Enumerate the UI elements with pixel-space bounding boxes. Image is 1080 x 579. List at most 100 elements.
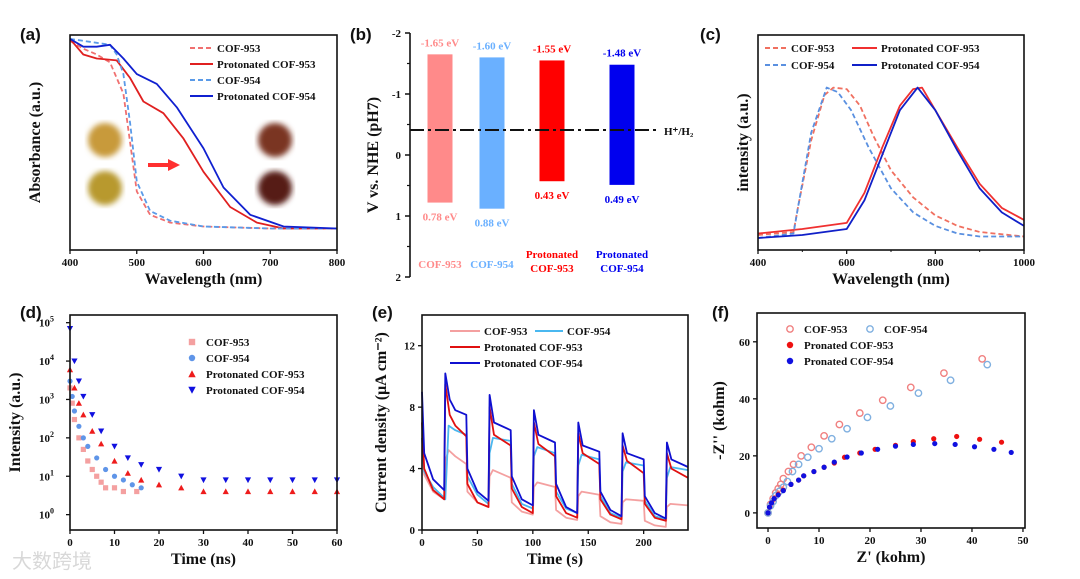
data-point-triangle-up (289, 488, 296, 495)
data-point-triangle-up (267, 488, 274, 495)
x-tick-label: 800 (927, 257, 944, 269)
x-tick-label: 50 (472, 537, 484, 549)
tick-exponent: 0 (50, 507, 54, 516)
data-point-square (111, 485, 118, 491)
series-markers (66, 366, 341, 495)
tick-base: 10 (39, 394, 51, 406)
y-tick-label: 1 (396, 211, 402, 223)
tick-exponent: 2 (50, 430, 54, 439)
y-tick-label: 12 (404, 341, 416, 353)
series-markers (66, 326, 341, 484)
data-point-circle (831, 459, 837, 465)
data-point-circle (775, 492, 781, 498)
x-tick-label: 1000 (1013, 257, 1036, 269)
x-axis-label: Wavelength (nm) (145, 271, 263, 288)
data-point-circle (85, 443, 91, 449)
data-point-circle (94, 455, 100, 461)
data-point-square (85, 458, 91, 464)
x-tick-label: 600 (195, 257, 212, 269)
data-point-open-circle (788, 467, 797, 476)
category-label: Protonated (526, 249, 578, 261)
data-point-triangle-up (71, 384, 78, 391)
data-point-circle (76, 423, 82, 429)
data-point-open-circle (906, 383, 915, 392)
y-tick-label: 40 (739, 394, 751, 406)
data-point-circle (765, 510, 771, 516)
data-point-open-circle (820, 431, 829, 440)
series-line (69, 38, 337, 230)
data-point-open-circle (866, 325, 874, 333)
panel-label: (d) (20, 303, 42, 322)
x-tick-label: 800 (329, 257, 346, 269)
data-point-open-circle (783, 477, 792, 486)
vb-value-label: 0.88 eV (475, 218, 510, 230)
data-point-square (120, 488, 126, 495)
data-point-square (89, 466, 95, 473)
y-axis-label: intensity (a.u.) (735, 93, 752, 191)
tick-base: 10 (39, 510, 51, 522)
series-line (69, 38, 337, 230)
legend-label: Protonated COF-953 (206, 369, 305, 381)
data-point-circle (138, 485, 144, 491)
sample-photo (258, 123, 292, 157)
y-tick-label: 105 (39, 315, 54, 330)
x-tick-label: 500 (129, 257, 146, 269)
x-axis-label: Z' (kohm) (857, 549, 926, 566)
x-axis-label: Time (s) (527, 551, 583, 568)
y-tick-label: 60 (739, 337, 751, 349)
x-tick-label: 40 (966, 535, 978, 547)
tick-exponent: 5 (50, 315, 54, 324)
data-point-circle (788, 481, 794, 487)
y-tick-label: 0 (396, 150, 402, 162)
y-axis-label: Absorbance (a.u.) (27, 82, 44, 203)
tick-exponent: 4 (50, 353, 54, 362)
data-point-open-circle (843, 424, 851, 433)
legend-label: Protonated COF-954 (217, 91, 316, 103)
x-tick-label: 0 (67, 537, 73, 549)
data-point-triangle-down (80, 393, 87, 400)
data-point-square (94, 473, 100, 479)
legend-label: Pronated COF-954 (804, 356, 894, 368)
data-point-triangle-up (111, 457, 118, 464)
panel-e-photocurrent-chart: 0 50 100 150 200 0 4 8 12 Time (s) Current density… (372, 303, 689, 568)
category-label: COF-953 (418, 259, 462, 271)
data-point-open-circle (878, 396, 887, 405)
data-point-circle (1008, 449, 1014, 456)
legend-label: COF-953 (804, 324, 848, 336)
tick-base: 10 (39, 318, 51, 330)
data-point-open-circle (983, 360, 992, 369)
data-point-open-circle (797, 451, 806, 460)
legend-label: Protonated COF-954 (881, 60, 980, 72)
data-point-circle (910, 441, 916, 448)
panel-label: (f) (712, 303, 729, 322)
legend-label: COF-954 (791, 60, 835, 72)
data-point-triangle-down (200, 477, 207, 484)
x-axis-label: Wavelength (nm) (832, 271, 950, 288)
data-point-triangle-up (75, 400, 82, 406)
series-markers (765, 433, 1005, 516)
x-tick-label: 600 (838, 257, 855, 269)
sample-photo (88, 123, 122, 157)
data-point-triangle-up (98, 440, 105, 447)
x-tick-label: 150 (580, 537, 597, 549)
data-point-circle (786, 357, 794, 365)
tick-base: 10 (39, 471, 51, 483)
data-point-triangle-up (89, 427, 96, 434)
data-point-circle (786, 341, 794, 349)
legend-label: COF-953 (484, 326, 528, 338)
panel-b-band-structure-chart: -2 -1 0 1 2 -1.65 eV 0.78 eV COF-953 -1.60 eV 0.8… (350, 25, 694, 284)
legend-label: Protonated COF-953 (484, 342, 583, 354)
tick-exponent: 1 (50, 468, 54, 477)
data-point-open-circle (789, 460, 798, 469)
category-label: Protonated (596, 249, 648, 261)
x-tick-label: 10 (109, 537, 121, 549)
data-point-circle (71, 408, 78, 414)
vb-value-label: 0.49 eV (605, 194, 640, 206)
x-tick-label: 400 (750, 257, 767, 269)
data-point-triangle-down (222, 477, 229, 484)
series-line (421, 372, 689, 520)
y-tick-label: 4 (410, 464, 416, 476)
data-point-open-circle (784, 467, 793, 476)
cb-value-label: -1.60 eV (473, 40, 512, 52)
data-point-triangle-down (138, 462, 145, 468)
